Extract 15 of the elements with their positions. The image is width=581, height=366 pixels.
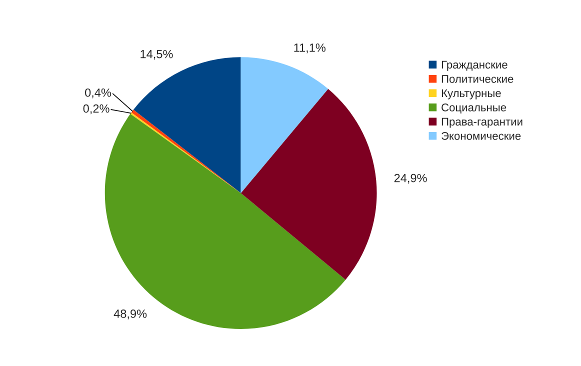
legend-label: Экономические	[442, 132, 521, 140]
pie-slice	[104, 114, 346, 329]
data-label: 0,4%	[85, 88, 112, 98]
data-label: 0,2%	[83, 104, 110, 114]
data-label: 48,9%	[114, 310, 147, 320]
legend-label: Культурные	[442, 89, 501, 100]
legend-label: Права-гарантии	[442, 118, 522, 128]
legend-label: Социальные	[442, 104, 506, 114]
legend-label: Гражданские	[442, 60, 508, 71]
legend-label: Политические	[442, 75, 514, 83]
data-label: 11,1%	[294, 44, 326, 54]
pie-slice	[240, 88, 377, 280]
data-label: 14,5%	[140, 50, 173, 60]
pie-slice	[240, 57, 328, 194]
data-label: 24,9%	[394, 174, 427, 184]
